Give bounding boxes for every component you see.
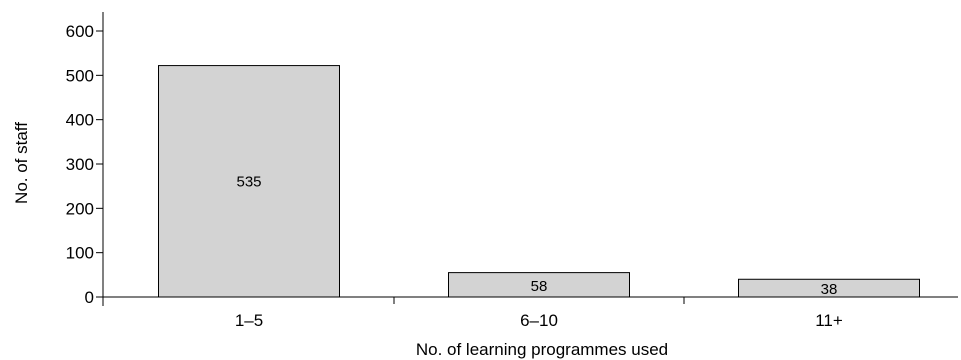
y-tick-label: 100: [66, 244, 94, 263]
x-tick-label: 6–10: [520, 311, 558, 330]
y-tick-label: 500: [66, 66, 94, 85]
bar: [448, 272, 630, 298]
x-tick-label: 1–5: [235, 311, 263, 330]
x-tick-label: 11+: [815, 311, 843, 330]
x-axis: 1–5 6–10 11+: [103, 296, 958, 330]
y-tick-label: 400: [66, 111, 94, 130]
data-labels: 535 58 38: [236, 173, 837, 298]
y-axis-title: No. of staff: [12, 122, 31, 204]
x-axis-title: No. of learning programmes used: [416, 340, 668, 359]
y-tick-label: 200: [66, 199, 94, 218]
data-label: 535: [236, 173, 261, 190]
y-ticks: 0 100 200 300 400 500 600: [66, 22, 103, 307]
y-tick-label: 600: [66, 22, 94, 41]
y-tick-label: 300: [66, 155, 94, 174]
y-tick-label: 0: [85, 288, 94, 307]
x-ticks: 1–5 6–10 11+: [235, 297, 843, 330]
data-label: 38: [821, 281, 838, 298]
bar: [158, 65, 340, 298]
data-label: 58: [531, 278, 548, 295]
y-axis: 0 100 200 300 400 500 600: [66, 12, 104, 307]
bars: [158, 65, 920, 298]
bar: [738, 278, 920, 298]
